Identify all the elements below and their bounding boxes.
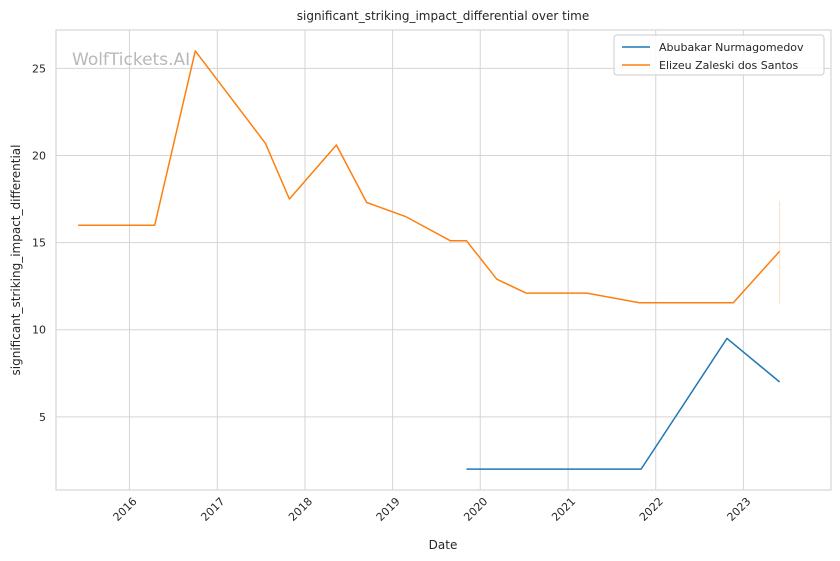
plot-area-frame <box>55 29 832 491</box>
y-tick-label: 20 <box>32 149 46 162</box>
x-tick-label: 2019 <box>374 495 403 524</box>
y-axis-label: significant_striking_impact_differential <box>9 145 23 376</box>
x-tick-label: 2023 <box>724 495 753 524</box>
x-tick-label: 2017 <box>198 495 227 524</box>
y-tick-label: 15 <box>32 237 46 250</box>
legend-label-abubakar: Abubakar Nurmagomedov <box>659 41 804 54</box>
x-tick-label: 2016 <box>111 495 140 524</box>
x-axis-label: Date <box>429 538 458 552</box>
chart-title: significant_striking_impact_differential… <box>297 9 589 23</box>
y-tick-label: 25 <box>32 62 46 75</box>
legend: Abubakar Nurmagomedov Elizeu Zaleski dos… <box>613 34 825 76</box>
x-tick-label: 2021 <box>549 495 578 524</box>
x-tick-label: 2022 <box>637 495 666 524</box>
legend-label-elizeu: Elizeu Zaleski dos Santos <box>659 59 799 72</box>
x-tick-label: 2020 <box>461 495 490 524</box>
series-line-1 <box>78 50 781 304</box>
series-lines <box>78 50 781 470</box>
y-tick-label: 5 <box>39 411 46 424</box>
legend-box <box>613 34 825 76</box>
grid-lines <box>56 30 831 490</box>
x-axis-ticks: 2016 2017 2018 2019 2020 2021 2022 2023 <box>111 495 754 524</box>
watermark-text: WolfTickets.AI <box>72 50 190 70</box>
y-axis-ticks: 5 10 15 20 25 <box>32 62 46 423</box>
y-tick-label: 10 <box>32 324 46 337</box>
series-line-0 <box>466 337 781 470</box>
x-tick-label: 2018 <box>286 495 315 524</box>
